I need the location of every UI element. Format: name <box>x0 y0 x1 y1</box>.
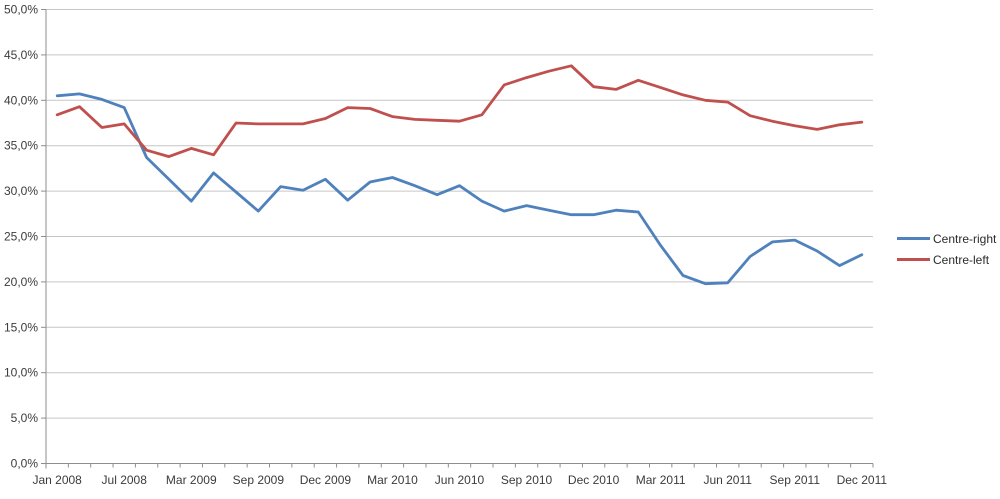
y-axis-label: 30,0% <box>4 184 38 198</box>
chart-legend: Centre-right Centre-left <box>897 228 996 270</box>
x-axis-label: Dec 2009 <box>300 473 352 487</box>
legend-item-centre-right: Centre-right <box>897 228 996 249</box>
legend-label-centre-left: Centre-left <box>933 252 990 267</box>
y-axis-label: 40,0% <box>4 93 38 107</box>
x-axis-label: Jul 2008 <box>102 473 148 487</box>
x-axis-label: Jan 2008 <box>32 473 82 487</box>
x-axis-label: Dec 2010 <box>568 473 620 487</box>
x-axis-label: Sep 2009 <box>233 473 285 487</box>
x-axis-label: Mar 2011 <box>636 473 686 487</box>
y-axis-label: 5,0% <box>11 411 39 425</box>
y-axis-label: 25,0% <box>4 230 38 244</box>
legend-label-centre-right: Centre-right <box>933 231 997 246</box>
y-axis-label: 45,0% <box>4 48 38 62</box>
y-axis-label: 20,0% <box>4 275 38 289</box>
x-axis-label: Jun 2011 <box>703 473 752 487</box>
x-axis-label: Mar 2009 <box>166 473 217 487</box>
y-axis-label: 35,0% <box>4 139 38 153</box>
series-line-centre-left <box>55 64 864 159</box>
y-axis-label: 50,0% <box>4 3 38 17</box>
series-line-centre-right <box>55 92 864 286</box>
x-axis-label: Jun 2010 <box>435 473 485 487</box>
y-axis-label: 10,0% <box>4 366 38 380</box>
y-axis-label: 15,0% <box>4 320 38 334</box>
legend-swatch-centre-left <box>897 258 930 261</box>
y-axis-label: 0,0% <box>11 457 39 471</box>
x-axis-label: Sep 2011 <box>770 473 821 487</box>
x-axis-label: Mar 2010 <box>367 473 418 487</box>
legend-item-centre-left: Centre-left <box>897 249 996 270</box>
x-axis-label: Sep 2010 <box>501 473 553 487</box>
x-axis-label: Dec 2011 <box>837 473 888 487</box>
legend-swatch-centre-right <box>897 237 930 240</box>
